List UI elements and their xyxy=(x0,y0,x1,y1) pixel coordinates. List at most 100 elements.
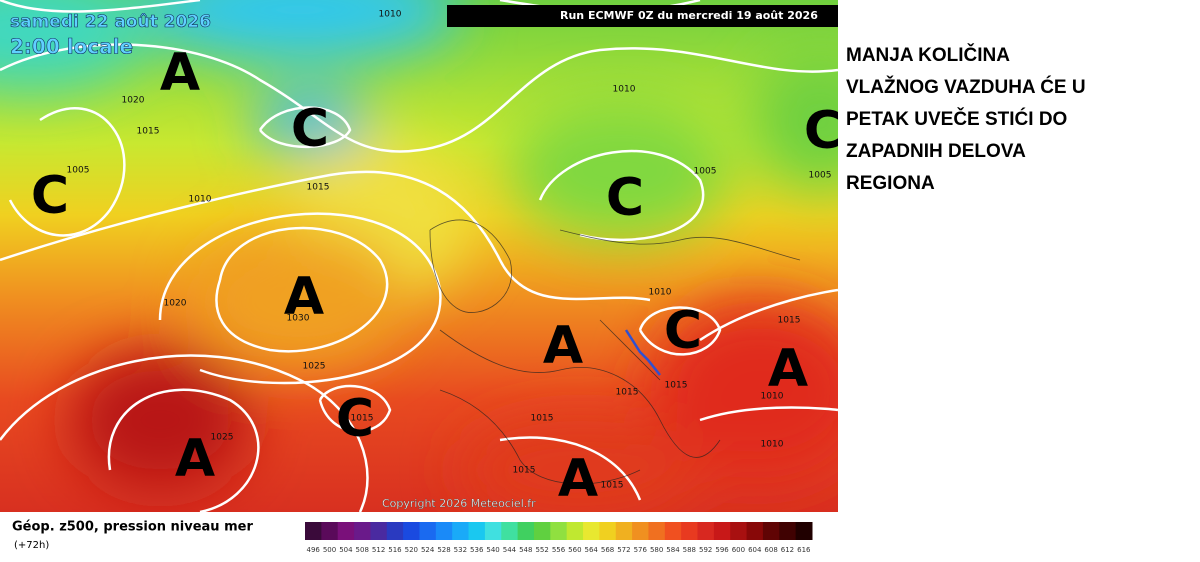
colorbar-label: 500 xyxy=(323,546,336,554)
note-line: REGIONA xyxy=(846,173,935,194)
pressure-center: C xyxy=(804,101,842,161)
colorbar-swatch xyxy=(468,522,486,540)
colorbar-label: 528 xyxy=(437,546,450,554)
colorbar-swatch xyxy=(403,522,420,540)
colorbar-swatch xyxy=(697,522,715,540)
pressure-label: 1005 xyxy=(809,171,832,181)
colorbar-swatch xyxy=(354,522,371,540)
colorbar-label: 560 xyxy=(568,546,581,554)
note-line: MANJA KOLIČINA xyxy=(846,44,1010,66)
colorbar-swatch xyxy=(648,522,666,540)
colorbar-label: 584 xyxy=(666,546,680,554)
colorbar-swatch xyxy=(566,522,584,540)
colorbar-swatch xyxy=(779,522,797,540)
colorbar-swatch xyxy=(452,522,470,540)
colorbar-swatch xyxy=(517,522,535,540)
legend-lead: (+72h) xyxy=(14,540,49,551)
colorbar-label: 552 xyxy=(535,546,548,554)
colorbar-swatch xyxy=(730,522,748,540)
pressure-label: 1025 xyxy=(303,362,326,372)
colorbar-swatch xyxy=(550,522,568,540)
pressure-systems: A C C C C A A C A C A A xyxy=(31,43,842,509)
note-line: ZAPADNIH DELOVA xyxy=(846,141,1026,162)
pressure-label: 1005 xyxy=(67,166,90,176)
colorbar-label: 572 xyxy=(617,546,630,554)
pressure-label: 1020 xyxy=(122,96,145,106)
pressure-label: 1020 xyxy=(164,299,187,309)
pressure-center: A xyxy=(558,449,598,509)
pressure-center: C xyxy=(664,301,702,361)
colorbar-swatch xyxy=(713,522,731,540)
colorbar-swatch xyxy=(305,522,322,540)
pressure-label: 1015 xyxy=(778,316,801,326)
colorbar-swatch xyxy=(746,522,764,540)
pressure-center: A xyxy=(160,43,200,103)
pressure-label: 1015 xyxy=(665,381,688,391)
pressure-center: A xyxy=(175,429,215,489)
colorbar-label: 504 xyxy=(339,546,353,554)
pressure-center: C xyxy=(31,166,69,226)
colorbar: 496 500 504 508 512 516 520 524 528 532 536 540 544 5… xyxy=(305,522,813,554)
colorbar-label: 592 xyxy=(699,546,712,554)
colorbar-swatch xyxy=(484,522,502,540)
pressure-label: 1015 xyxy=(616,388,639,398)
colorbar-swatch xyxy=(762,522,780,540)
pressure-label: 1010 xyxy=(379,10,402,20)
colorbar-swatch xyxy=(386,522,404,540)
pressure-label: 1010 xyxy=(761,392,784,402)
colorbar-label: 536 xyxy=(470,546,484,554)
date-text: samedi 22 août 2026 xyxy=(10,12,211,32)
note-line: PETAK UVEČE STIĆI DO xyxy=(846,108,1067,130)
colorbar-label: 588 xyxy=(683,546,696,554)
pressure-label: 1030 xyxy=(287,314,310,324)
isobars xyxy=(0,0,838,512)
pressure-labels: 1010 1020 1015 1005 1010 1015 1010 1005 1005 1020… xyxy=(67,10,832,491)
pressure-label: 1015 xyxy=(307,183,330,193)
colorbar-label: 604 xyxy=(748,546,762,554)
map: 1010 1020 1015 1005 1010 1015 1010 1005 1005 1020… xyxy=(0,0,842,512)
pressure-label: 1015 xyxy=(137,127,160,137)
colorbar-label: 616 xyxy=(797,546,811,554)
time-text: 2:00 locale xyxy=(10,35,133,59)
pressure-label: 1010 xyxy=(613,85,636,95)
colorbar-label: 568 xyxy=(601,546,614,554)
colorbar-swatch xyxy=(419,522,437,540)
pressure-label: 1005 xyxy=(694,167,717,177)
note: MANJA KOLIČINA VLAŽNOG VAZDUHA ĆE U PETAK … xyxy=(846,44,1086,194)
colorbar-label: 596 xyxy=(715,546,729,554)
colorbar-swatch xyxy=(533,522,551,540)
colorbar-label: 512 xyxy=(372,546,385,554)
colorbar-swatch xyxy=(321,522,339,540)
run-banner xyxy=(447,5,838,27)
pressure-label: 1010 xyxy=(649,288,672,298)
colorbar-label: 548 xyxy=(519,546,532,554)
pressure-center: A xyxy=(768,339,808,399)
pressure-center: C xyxy=(291,99,329,159)
pressure-label: 1015 xyxy=(601,481,624,491)
colorbar-label: 576 xyxy=(634,546,648,554)
colorbar-swatch xyxy=(435,522,453,540)
drawn-arrow xyxy=(624,329,661,376)
colorbar-label: 600 xyxy=(732,546,745,554)
colorbar-label: 612 xyxy=(781,546,794,554)
colorbar-label: 540 xyxy=(486,546,499,554)
colorbar-swatch xyxy=(337,522,355,540)
pressure-label: 1010 xyxy=(189,195,212,205)
pressure-center: C xyxy=(606,168,644,228)
pressure-center: A xyxy=(284,267,324,327)
colorbar-swatch xyxy=(370,522,388,540)
colorbar-label: 524 xyxy=(421,546,435,554)
pressure-center: C xyxy=(336,389,374,449)
note-line: VLAŽNOG VAZDUHA ĆE U xyxy=(846,76,1086,98)
colorbar-label: 520 xyxy=(405,546,418,554)
colorbar-swatch xyxy=(664,522,682,540)
run-text: Run ECMWF 0Z du mercredi 19 août 2026 xyxy=(560,9,818,22)
colorbar-swatch xyxy=(583,522,600,540)
legend-title: Géop. z500, pression niveau mer xyxy=(12,520,253,535)
colorbar-label: 532 xyxy=(454,546,467,554)
pressure-label: 1015 xyxy=(531,414,554,424)
colorbar-label: 608 xyxy=(764,546,777,554)
colorbar-swatch xyxy=(501,522,519,540)
